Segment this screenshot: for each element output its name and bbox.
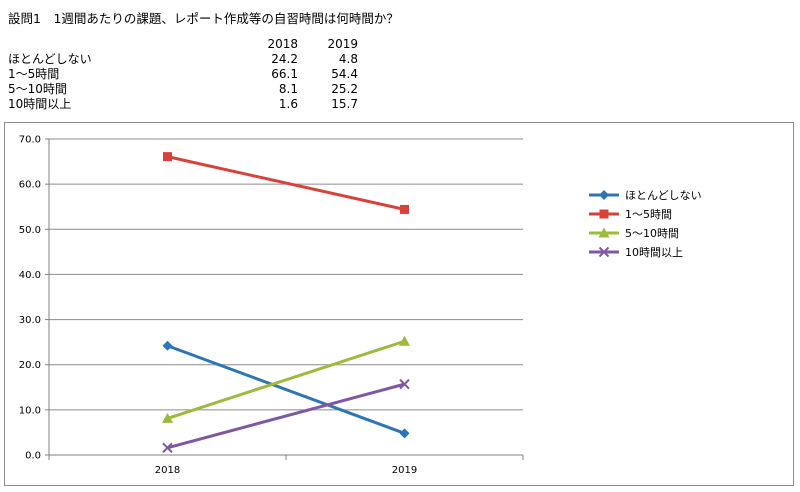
data-point	[162, 340, 173, 351]
table-row: 5～10時間 8.1 25.2	[8, 82, 358, 97]
y-tick-label: 40.0	[19, 270, 41, 281]
series-line-4	[167, 382, 405, 450]
y-tick-label: 60.0	[19, 180, 41, 191]
table-cell: 1.6	[278, 97, 298, 111]
x-tick-label: 2019	[392, 465, 417, 476]
table-cell: 4.8	[338, 52, 358, 66]
data-point	[400, 204, 409, 214]
legend-marker	[598, 246, 610, 258]
data-point	[399, 378, 410, 390]
legend-label: 5～10時間	[625, 227, 679, 240]
y-tick-label: 0.0	[25, 451, 41, 462]
table-header-2018: 2018	[267, 37, 298, 51]
series-line-3	[167, 339, 405, 420]
table-row-label: 10時間以上	[8, 97, 72, 111]
data-point	[162, 412, 173, 423]
legend-marker	[599, 190, 609, 200]
chart-area: 0.0 10.0 20.0 30.0 40.0 50.0 60.0 70.0 2018 2019 ほ…	[4, 122, 794, 486]
table-cell: 66.1	[271, 67, 298, 81]
table-cell: 8.1	[278, 82, 298, 96]
y-tick-label: 20.0	[19, 360, 41, 371]
table-row-label: 1～5時間	[8, 67, 60, 81]
y-tick-label: 10.0	[19, 405, 41, 416]
table-header-2019: 2019	[327, 37, 358, 51]
line-chart: 0.0 10.0 20.0 30.0 40.0 50.0 60.0 70.0 2018 2019 ほ…	[19, 135, 702, 477]
table-row: ほとんどしない 24.2 4.8	[8, 52, 358, 67]
table-row-label: 5～10時間	[8, 82, 67, 96]
table-row-label: ほとんどしない	[8, 52, 92, 66]
y-tick-label: 70.0	[19, 135, 41, 146]
table-cell: 25.2	[331, 82, 358, 96]
legend-marker	[598, 227, 610, 238]
legend-label: ほとんどしない	[625, 189, 702, 202]
question-title: 設問1 1週間あたりの課題、レポート作成等の自習時間は何時間か？	[8, 11, 399, 26]
x-tick-label: 2018	[155, 465, 180, 476]
table-row: 10時間以上 1.6 15.7	[8, 97, 358, 112]
data-point	[399, 335, 410, 346]
series-line-2	[167, 155, 405, 211]
table-row: 1～5時間 66.1 54.4	[8, 67, 358, 82]
y-tick-label: 30.0	[19, 315, 41, 326]
legend-label: 1～5時間	[625, 208, 672, 221]
y-tick-label: 50.0	[19, 225, 41, 236]
table-cell: 24.2	[271, 52, 298, 66]
data-point	[399, 428, 410, 439]
data-point	[162, 442, 173, 453]
data-point	[163, 152, 172, 162]
table-header-row: 2018 2019	[8, 37, 358, 52]
legend-marker	[599, 209, 609, 219]
table-cell: 15.7	[331, 97, 358, 111]
data-table: 2018 2019 ほとんどしない 24.2 4.8 1～5時間 66.1 54…	[8, 37, 358, 112]
series-line-1	[166, 344, 406, 435]
table-cell: 54.4	[331, 67, 358, 81]
legend-label: 10時間以上	[625, 246, 683, 259]
